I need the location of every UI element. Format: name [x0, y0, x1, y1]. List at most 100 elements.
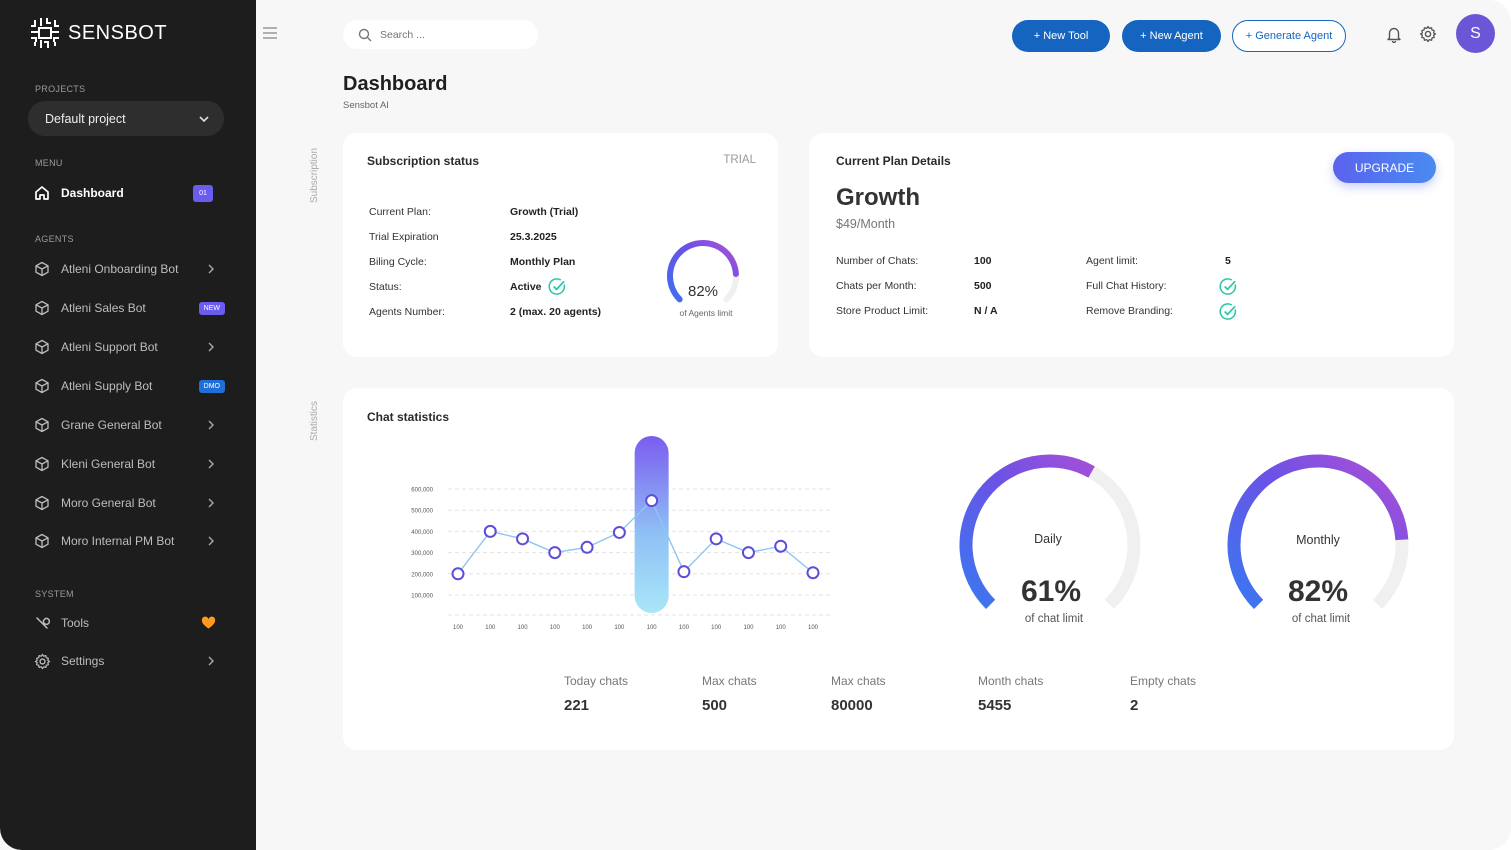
y-tick-label: 500,000	[411, 509, 433, 515]
sidebar-item-agent[interactable]: Kleni General Bot	[33, 452, 225, 476]
sidebar-item-agent[interactable]: Moro General Bot	[33, 491, 225, 515]
plan-title: Current Plan Details	[836, 154, 951, 168]
current-plan-value: Growth (Trial)	[510, 206, 579, 218]
subscription-title: Subscription status	[367, 154, 480, 168]
subscription-card: Subscription status TRIAL Current Plan: …	[343, 133, 778, 357]
search-input[interactable]	[380, 28, 520, 41]
x-tick-label: 100	[550, 625, 561, 631]
x-tick-label: 100	[743, 625, 754, 631]
y-tick-label: 200,000	[411, 572, 433, 578]
chevron-right-icon	[208, 420, 214, 430]
remove-branding-label: Remove Branding:	[1086, 305, 1173, 317]
agent-limit-value: 5	[1225, 255, 1231, 267]
sidebar-item-settings[interactable]: Settings	[33, 649, 225, 673]
data-point	[516, 532, 530, 546]
demo-badge: DMO	[198, 379, 225, 393]
current-plan-label: Current Plan:	[369, 206, 431, 218]
menu-label: MENU	[35, 158, 63, 168]
x-tick-label: 100	[808, 625, 819, 631]
monthly-caption: of chat limit	[1291, 613, 1351, 625]
sidebar-item-label: Moro General Bot	[61, 496, 156, 510]
bell-icon[interactable]	[1385, 25, 1403, 43]
status-label: Status:	[369, 281, 402, 293]
avatar[interactable]: S	[1456, 14, 1495, 53]
trial-expiration-label: Trial Expiration	[369, 231, 439, 243]
system-label: SYSTEM	[35, 589, 74, 599]
logo[interactable]: SENSBOT	[28, 16, 167, 50]
chats-number-label: Number of Chats:	[836, 255, 919, 267]
data-point	[806, 566, 820, 580]
gear-icon	[33, 652, 51, 670]
sidebar-item-label: Kleni General Bot	[61, 457, 156, 471]
chevron-right-icon	[208, 498, 214, 508]
sidebar-item-tools[interactable]: Tools	[33, 611, 225, 635]
sidebar-item-agent[interactable]: Grane General Bot	[33, 413, 225, 437]
cube-icon	[33, 299, 51, 317]
cube-icon	[33, 532, 51, 550]
today-chats-value: 221	[564, 697, 590, 714]
new-agent-button[interactable]: + New Agent	[1122, 20, 1221, 52]
agents-gauge-value: 82%	[687, 283, 719, 300]
chevron-right-icon	[208, 264, 214, 274]
check-circle-icon	[1219, 278, 1237, 295]
generate-agent-button[interactable]: + Generate Agent	[1232, 20, 1346, 52]
logo-text: SENSBOT	[68, 21, 168, 44]
chevron-right-icon	[208, 536, 214, 546]
statistics-card: Chat statistics 600,000 500,000 400,000 300…	[343, 388, 1454, 750]
search-box[interactable]	[343, 20, 538, 49]
max-chats-label: Max chats	[702, 674, 757, 688]
sidebar-item-label: Settings	[61, 654, 105, 668]
store-limit-label: Store Product Limit:	[836, 305, 929, 317]
sidebar-item-dashboard[interactable]: Dashboard 01	[33, 181, 225, 205]
trial-expiration-value: 25.3.2025	[510, 231, 557, 243]
sidebar-item-agent[interactable]: Atleni Support Bot	[33, 335, 225, 359]
month-chats-value: 5455	[978, 697, 1012, 714]
hamburger-icon[interactable]	[262, 26, 278, 40]
sidebar-item-label: Dashboard	[61, 186, 124, 200]
daily-caption: of chat limit	[1024, 613, 1084, 625]
search-icon	[358, 28, 372, 41]
agents-number-label: Agents Number:	[369, 306, 445, 318]
home-icon	[33, 184, 51, 202]
sidebar-item-agent[interactable]: Atleni Supply Bot DMO	[33, 374, 225, 398]
sidebar-item-agent[interactable]: Moro Internal PM Bot	[33, 529, 225, 553]
monthly-gauge	[1227, 454, 1409, 609]
upgrade-button[interactable]: UPGRADE	[1333, 152, 1436, 183]
x-tick-label: 100	[518, 625, 529, 631]
data-point	[451, 567, 465, 581]
chats-month-value: 500	[974, 280, 992, 292]
wrench-icon	[33, 614, 51, 632]
y-tick-label: 600,000	[411, 488, 433, 494]
sidebar-item-agent[interactable]: Atleni Onboarding Bot	[33, 257, 225, 281]
cube-icon	[33, 416, 51, 434]
new-badge: NEW	[198, 301, 225, 315]
data-point	[677, 565, 691, 579]
check-circle-icon	[548, 278, 566, 295]
sidebar-item-label: Atleni Sales Bot	[61, 301, 146, 315]
sidebar-item-agent[interactable]: Atleni Sales Bot NEW	[33, 296, 225, 320]
trial-tag: TRIAL	[723, 154, 756, 166]
chevron-down-icon	[199, 115, 209, 122]
page-subtitle: Sensbot AI	[343, 100, 389, 111]
x-tick-label: 100	[711, 625, 722, 631]
x-tick-label: 100	[679, 625, 690, 631]
status-value: Active	[510, 281, 542, 293]
x-tick-label: 100	[647, 625, 658, 631]
max-chats-total-label: Max chats	[831, 674, 886, 688]
logo-icon	[31, 18, 59, 48]
chevron-right-icon	[208, 342, 214, 352]
chevron-right-icon	[208, 459, 214, 469]
daily-label: Daily	[1034, 532, 1062, 546]
x-tick-label: 100	[776, 625, 787, 631]
daily-value: 61%	[1020, 575, 1082, 608]
project-select[interactable]: Default project	[28, 101, 224, 136]
billing-cycle-label: Biling Cycle:	[369, 256, 427, 268]
project-select-value: Default project	[45, 111, 126, 126]
data-point	[645, 494, 659, 508]
y-tick-label: 400,000	[411, 530, 433, 536]
new-tool-button[interactable]: + New Tool	[1012, 20, 1110, 52]
gear-icon[interactable]	[1419, 25, 1437, 43]
data-point	[548, 546, 562, 560]
x-tick-label: 100	[485, 625, 496, 631]
